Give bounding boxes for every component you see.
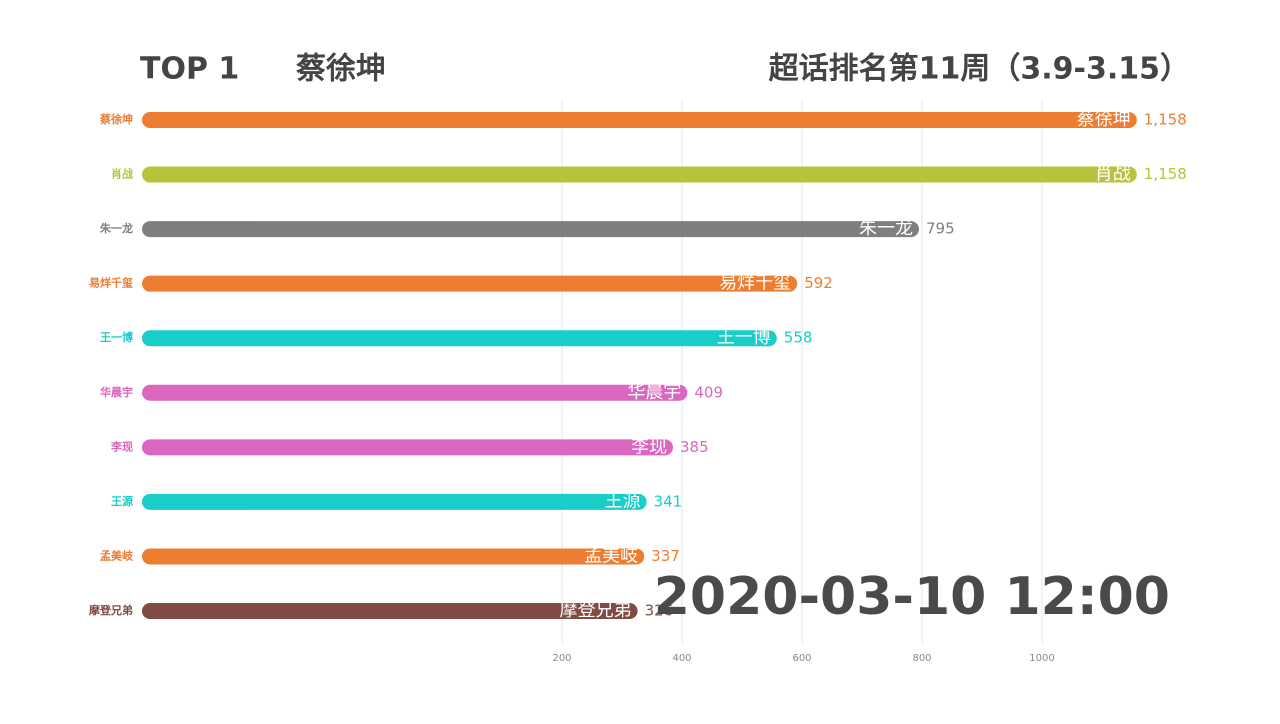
bar: [142, 384, 688, 401]
value-label: 341: [654, 492, 683, 510]
x-tick-label: 1000: [1029, 653, 1054, 664]
category-label: 孟美岐: [100, 548, 134, 562]
category-label: 易烊千玺: [89, 276, 133, 290]
value-label: 558: [784, 329, 813, 347]
bar-name-label: 华晨宇: [627, 382, 681, 403]
bar-name-label: 蔡徐坤: [1077, 109, 1131, 130]
category-label: 华晨宇: [100, 385, 133, 399]
bar-name-label: 孟美岐: [584, 545, 638, 566]
value-label: 592: [804, 274, 833, 292]
x-tick-label: 600: [792, 653, 811, 664]
bar: [142, 603, 638, 619]
chart-title: 超话排名第11周（3.9-3.15）: [769, 52, 1190, 87]
x-tick-label: 800: [912, 653, 931, 664]
grid: 200 400 600 800 1000: [552, 100, 1055, 664]
bar-name-label: 王源: [605, 491, 641, 512]
category-label: 摩登兄弟: [89, 603, 133, 617]
bars: 蔡徐坤 蔡徐坤 1,158 肖战 肖战 1,158 朱一龙 朱一龙 795 易烊千玺 易烊千玺 592…: [89, 109, 1187, 621]
x-tick-label: 200: [552, 653, 571, 664]
bar: [142, 439, 673, 456]
bar: [142, 330, 777, 347]
category-label: 肖战: [111, 167, 133, 181]
value-label: 1,158: [1144, 111, 1187, 129]
bar: [142, 112, 1137, 128]
category-label: 王源: [111, 494, 133, 508]
bar: [142, 548, 645, 565]
bar-name-label: 肖战: [1095, 164, 1131, 185]
top-label: TOP 1: [140, 52, 239, 87]
value-label: 409: [694, 383, 723, 401]
category-label: 王一博: [100, 330, 133, 344]
value-label: 326: [645, 602, 674, 620]
bar-name-label: 易烊千玺: [719, 273, 791, 294]
category-label: 朱一龙: [99, 221, 133, 235]
top-name: 蔡徐坤: [296, 52, 386, 87]
value-label: 795: [926, 220, 955, 238]
bar: [142, 493, 647, 510]
bar: [142, 221, 919, 238]
bar-name-label: 李现: [631, 436, 667, 457]
x-tick-label: 400: [672, 653, 691, 664]
date-label: 2020-03-10 12:00: [654, 567, 1170, 627]
bar-name-label: 摩登兄弟: [560, 600, 632, 621]
bar-name-label: 朱一龙: [859, 218, 913, 239]
bar: [142, 166, 1137, 183]
value-label: 1,158: [1144, 165, 1187, 183]
bar: [142, 275, 798, 292]
value-label: 385: [680, 438, 709, 456]
value-label: 337: [651, 547, 680, 565]
bar-name-label: 王一博: [717, 327, 771, 348]
category-label: 李现: [110, 439, 133, 453]
category-label: 蔡徐坤: [99, 112, 133, 126]
